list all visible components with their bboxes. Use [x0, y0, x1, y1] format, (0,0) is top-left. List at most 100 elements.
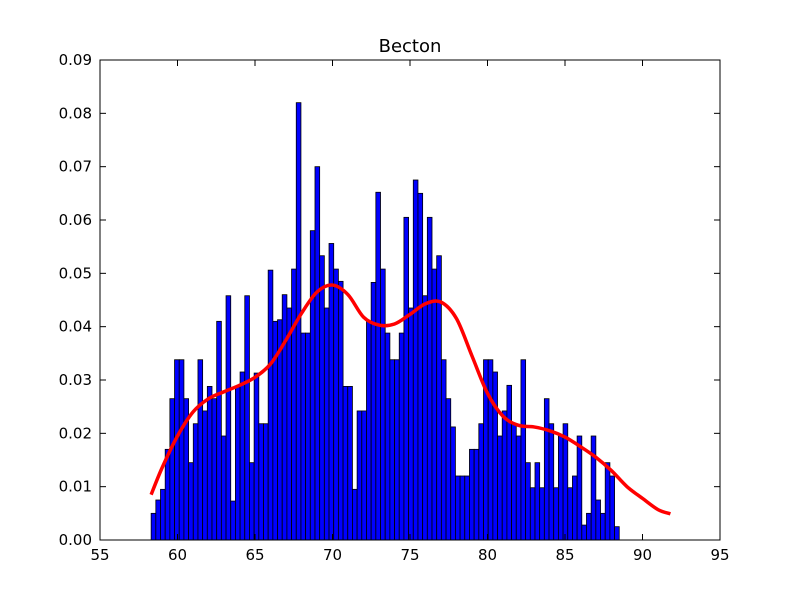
- histogram-bar: [557, 435, 564, 541]
- histogram-bar: [543, 398, 550, 541]
- histogram-bar: [384, 332, 391, 541]
- histogram-bar: [216, 320, 222, 541]
- histogram-bar: [595, 499, 601, 541]
- histogram-bar: [258, 423, 264, 541]
- histogram-bar: [249, 462, 255, 541]
- histogram-bar: [515, 435, 522, 541]
- histogram-bar: [206, 385, 213, 541]
- histogram-bar: [511, 423, 517, 541]
- x-tick-label: 70: [323, 546, 342, 564]
- histogram-bar: [160, 488, 166, 541]
- histogram-bar: [553, 487, 559, 541]
- y-tick-label: 0.01: [59, 478, 92, 496]
- histogram-bar: [529, 487, 536, 541]
- histogram-bar: [473, 448, 480, 541]
- y-tick-label: 0.03: [59, 371, 92, 389]
- histogram-bar: [267, 269, 274, 541]
- histogram-bar: [192, 423, 199, 541]
- histogram-bar: [604, 462, 611, 541]
- chart-title: Becton: [379, 36, 442, 57]
- histogram-bar: [431, 268, 438, 541]
- histogram-bar: [150, 512, 157, 541]
- histogram-bar: [440, 359, 447, 541]
- y-tick-label: 0.07: [59, 158, 92, 176]
- histogram-bar: [366, 320, 372, 541]
- histogram-bar: [590, 435, 597, 541]
- histogram-bar: [352, 488, 358, 541]
- histogram-bar: [586, 512, 592, 541]
- histogram-bar: [300, 332, 307, 541]
- histogram-bar: [455, 475, 461, 541]
- histogram-bar: [520, 359, 527, 541]
- histogram-bar: [356, 410, 363, 541]
- histogram-bar: [291, 268, 297, 541]
- histogram-bar: [174, 359, 180, 541]
- histogram-bar: [403, 216, 410, 541]
- histogram-bar: [225, 295, 232, 541]
- histogram-bar: [323, 307, 330, 541]
- histogram-bar: [389, 359, 395, 541]
- histogram-bar: [539, 487, 545, 541]
- histogram-bar: [506, 384, 512, 541]
- histogram-bar: [469, 448, 475, 541]
- x-tick-label: 55: [90, 546, 109, 564]
- histogram-bar: [562, 423, 569, 541]
- histogram-bar: [600, 512, 606, 541]
- y-axis: 0.00 0.01 0.02 0.03 0.04 0.05 0.06 0.07 0.08 0.09: [59, 51, 720, 549]
- histogram-bar: [286, 307, 292, 541]
- x-tick-label: 95: [710, 546, 729, 564]
- histogram-bar: [375, 191, 381, 541]
- x-tick-label: 85: [555, 546, 574, 564]
- histogram-bar: [436, 255, 442, 541]
- histogram-bar: [309, 230, 316, 541]
- histogram-bar: [188, 462, 194, 541]
- x-tick-label: 60: [168, 546, 187, 564]
- histogram-bar: [263, 423, 269, 541]
- histogram-bar: [235, 385, 241, 541]
- histogram-bar: [412, 179, 419, 541]
- histogram-bar: [609, 475, 615, 541]
- y-tick-label: 0.02: [59, 424, 92, 442]
- x-tick-label: 65: [245, 546, 264, 564]
- histogram-bar: [614, 526, 620, 541]
- histogram-bar: [572, 475, 578, 541]
- histogram-bar: [220, 435, 227, 541]
- histogram-bar: [576, 435, 583, 541]
- histogram-bar: [333, 268, 339, 541]
- histogram-bar: [361, 410, 367, 541]
- x-tick-label: 80: [478, 546, 497, 564]
- histogram-bar: [155, 499, 161, 541]
- y-tick-label: 0.09: [59, 51, 92, 69]
- histogram-bar: [178, 359, 185, 541]
- y-tick-label: 0.06: [59, 211, 92, 229]
- kde-curve: [149, 283, 671, 516]
- histogram-bar: [478, 423, 484, 541]
- histogram-bar: [567, 487, 573, 541]
- histogram-bar: [305, 332, 311, 541]
- histogram-bar: [380, 268, 386, 541]
- histogram-bar: [445, 398, 452, 541]
- histogram-bar: [422, 295, 428, 541]
- histogram-bar: [230, 500, 236, 541]
- y-tick-label: 0.05: [59, 264, 92, 282]
- histogram-bar: [492, 371, 498, 541]
- histogram-bar: [314, 166, 321, 541]
- histogram-bar: [342, 385, 349, 541]
- x-tick-label: 75: [400, 546, 419, 564]
- y-tick-label: 0.00: [59, 531, 92, 549]
- histogram-bar: [408, 307, 414, 541]
- y-tick-label: 0.08: [59, 104, 92, 122]
- histogram-bar: [581, 524, 587, 541]
- histogram-bar: [501, 410, 508, 541]
- x-tick-label: 90: [633, 546, 652, 564]
- histogram-bar: [487, 359, 494, 541]
- histogram-bar: [459, 475, 466, 541]
- histogram-bar: [347, 385, 353, 541]
- histogram-bar: [169, 398, 175, 541]
- histogram-bar: [464, 475, 470, 541]
- histogram-bar: [239, 371, 246, 541]
- y-tick-label: 0.04: [59, 318, 92, 336]
- histogram-bar: [534, 462, 541, 541]
- histogram-bar: [417, 192, 424, 541]
